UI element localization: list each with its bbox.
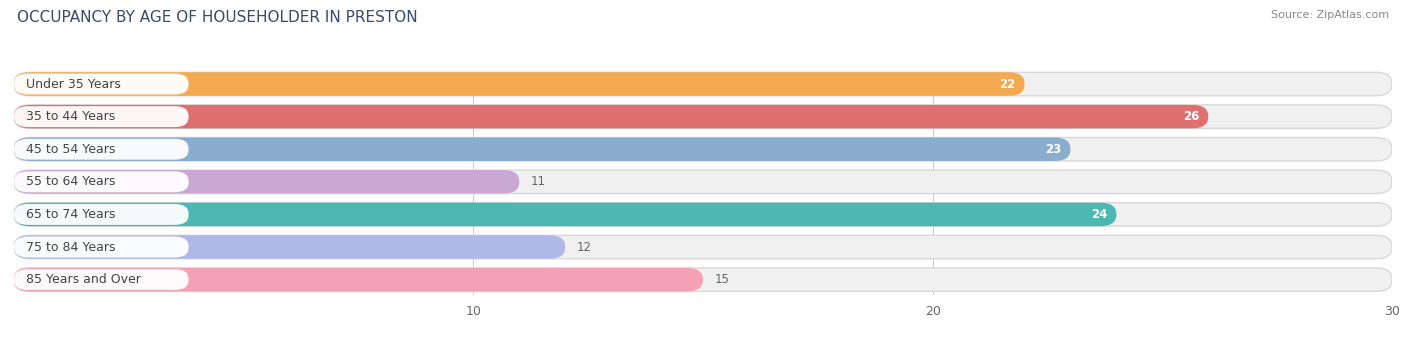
FancyBboxPatch shape (14, 203, 1392, 226)
Text: 15: 15 (714, 273, 730, 286)
Text: OCCUPANCY BY AGE OF HOUSEHOLDER IN PRESTON: OCCUPANCY BY AGE OF HOUSEHOLDER IN PREST… (17, 10, 418, 25)
Text: 65 to 74 Years: 65 to 74 Years (25, 208, 115, 221)
FancyBboxPatch shape (14, 203, 1116, 226)
FancyBboxPatch shape (14, 72, 1025, 96)
FancyBboxPatch shape (14, 72, 1392, 96)
Text: 26: 26 (1182, 110, 1199, 123)
FancyBboxPatch shape (14, 139, 188, 160)
FancyBboxPatch shape (14, 237, 188, 257)
FancyBboxPatch shape (14, 73, 188, 95)
FancyBboxPatch shape (14, 268, 1392, 291)
FancyBboxPatch shape (14, 137, 1070, 161)
Text: 45 to 54 Years: 45 to 54 Years (25, 143, 115, 156)
Text: Under 35 Years: Under 35 Years (25, 78, 121, 90)
FancyBboxPatch shape (14, 171, 188, 192)
FancyBboxPatch shape (14, 170, 1392, 193)
FancyBboxPatch shape (14, 170, 519, 193)
Text: 55 to 64 Years: 55 to 64 Years (25, 175, 115, 188)
FancyBboxPatch shape (14, 235, 565, 259)
Text: 35 to 44 Years: 35 to 44 Years (25, 110, 115, 123)
FancyBboxPatch shape (14, 268, 703, 291)
FancyBboxPatch shape (14, 137, 1392, 161)
FancyBboxPatch shape (14, 269, 188, 290)
FancyBboxPatch shape (14, 105, 1392, 129)
FancyBboxPatch shape (14, 105, 1208, 129)
Text: 75 to 84 Years: 75 to 84 Years (25, 240, 115, 254)
Text: 12: 12 (576, 240, 592, 254)
Text: 24: 24 (1091, 208, 1107, 221)
Text: 22: 22 (1000, 78, 1015, 90)
Text: Source: ZipAtlas.com: Source: ZipAtlas.com (1271, 10, 1389, 20)
FancyBboxPatch shape (14, 235, 1392, 259)
Text: 23: 23 (1045, 143, 1062, 156)
FancyBboxPatch shape (14, 204, 188, 225)
Text: 11: 11 (531, 175, 546, 188)
FancyBboxPatch shape (14, 106, 188, 127)
Text: 85 Years and Over: 85 Years and Over (25, 273, 141, 286)
